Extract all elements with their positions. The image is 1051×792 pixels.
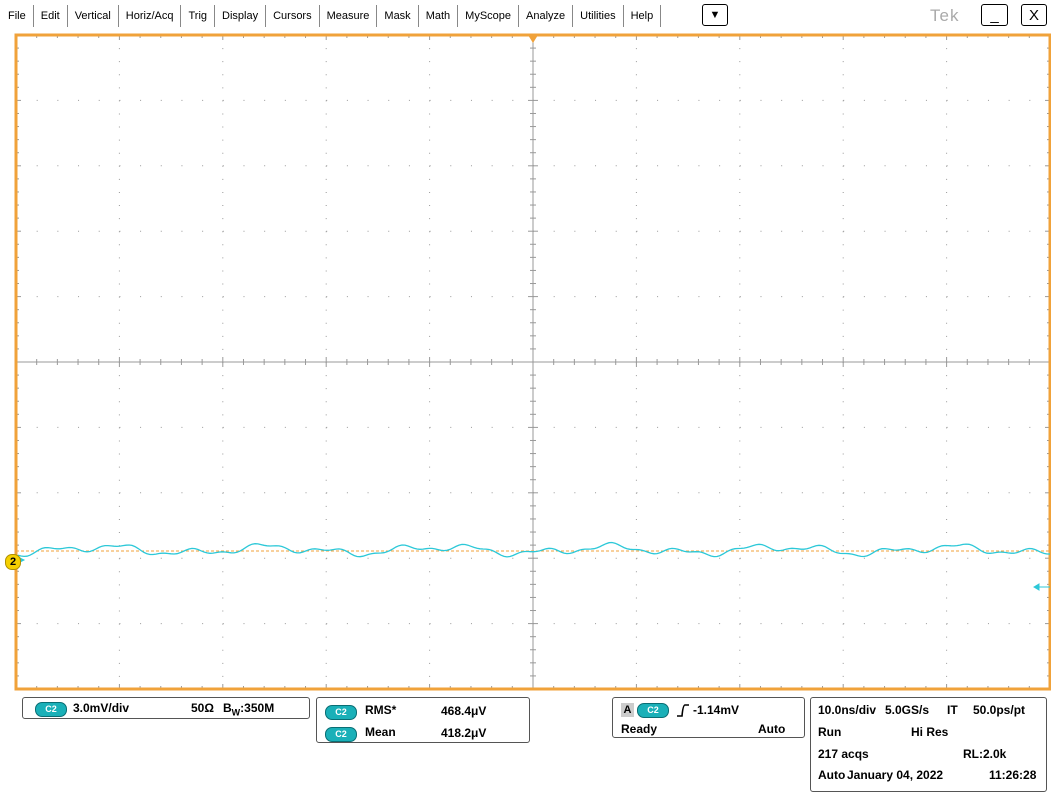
bw-letter: B xyxy=(223,701,232,715)
acquisition-text: 5.0GS/s xyxy=(885,703,930,717)
measurement-value: 418.2μV xyxy=(441,726,487,740)
menu-item[interactable]: Vertical xyxy=(68,5,119,27)
trigger-mode: Auto xyxy=(758,722,786,736)
waveform xyxy=(17,541,1050,558)
trigger-position xyxy=(528,35,538,43)
channel-marker: 2 xyxy=(5,554,21,570)
acquisition-text: 11:26:28 xyxy=(989,768,1037,782)
slope-icon xyxy=(677,704,689,717)
acquisition-text: 10.0ns/div xyxy=(818,703,877,717)
acquisition-text: Hi Res xyxy=(911,725,949,739)
tek-logo: Tek xyxy=(930,6,960,25)
graticule xyxy=(14,33,1051,691)
menu-item[interactable]: Analyze xyxy=(519,5,574,27)
bandwidth: BW:350M xyxy=(223,701,274,717)
menu-item[interactable]: Display xyxy=(215,5,267,27)
acquisition-text: 50.0ps/pt xyxy=(973,703,1026,717)
measurement-value: 468.4μV xyxy=(441,704,487,718)
acquisition-text: Run xyxy=(818,725,842,739)
menu-item[interactable]: Trig xyxy=(181,5,216,27)
bw-sub: W xyxy=(231,707,241,718)
acquisition-text: IT xyxy=(947,703,958,717)
trigger-level: -1.14mV xyxy=(693,703,740,717)
menu-item[interactable]: File xyxy=(0,5,34,27)
bw-value: :350M xyxy=(240,701,275,715)
channel-badge: C2 xyxy=(325,705,357,720)
measurement-name: RMS* xyxy=(365,703,397,717)
menu-item[interactable]: Horiz/Acq xyxy=(119,5,182,27)
trigger-arrow xyxy=(1033,583,1050,591)
menu-item[interactable]: MyScope xyxy=(458,5,520,27)
menu-bar: File Edit Vertical Horiz/Acq Trig Display Curs… xyxy=(0,0,1051,32)
menu-item[interactable]: Math xyxy=(419,5,459,27)
termination: 50Ω xyxy=(191,701,214,715)
trigger-panel: A C2 -1.14mV Ready Auto xyxy=(612,697,805,738)
vertical-panel: C2 3.0mV/div 50Ω BW:350M xyxy=(22,697,310,719)
menu-item[interactable]: Measure xyxy=(320,5,378,27)
acquisition-panel: 10.0ns/div 5.0GS/s IT 50.0ps/pt Run Hi Res 217… xyxy=(810,697,1047,792)
trigger-source: A xyxy=(621,703,634,717)
channel-badge: C2 xyxy=(35,702,67,717)
menu-item[interactable]: Utilities xyxy=(573,5,624,27)
menu-dropdown[interactable]: ▼ xyxy=(702,4,728,26)
acquisition-text: January 04, 2022 xyxy=(847,768,944,782)
acquisition-text: 217 acqs xyxy=(818,747,869,761)
menu-item[interactable]: Help xyxy=(624,5,662,27)
menu-item[interactable]: Edit xyxy=(34,5,68,27)
close-button[interactable]: X xyxy=(1021,4,1047,26)
measurement-name: Mean xyxy=(365,725,396,739)
measurement-panel: C2 RMS* 468.4μV C2 Mean 418.2μV xyxy=(316,697,530,743)
menu-item[interactable]: Cursors xyxy=(266,5,320,27)
menu-item[interactable]: Mask xyxy=(377,5,419,27)
acquisition-text: Auto xyxy=(818,768,846,782)
trigger-state: Ready xyxy=(621,722,658,736)
channel-badge: C2 xyxy=(637,703,669,718)
channel-badge: C2 xyxy=(325,727,357,742)
vertical-scale: 3.0mV/div xyxy=(73,701,130,715)
minimize-button[interactable]: _ xyxy=(981,4,1008,26)
acquisition-text: RL:2.0k xyxy=(963,747,1007,761)
